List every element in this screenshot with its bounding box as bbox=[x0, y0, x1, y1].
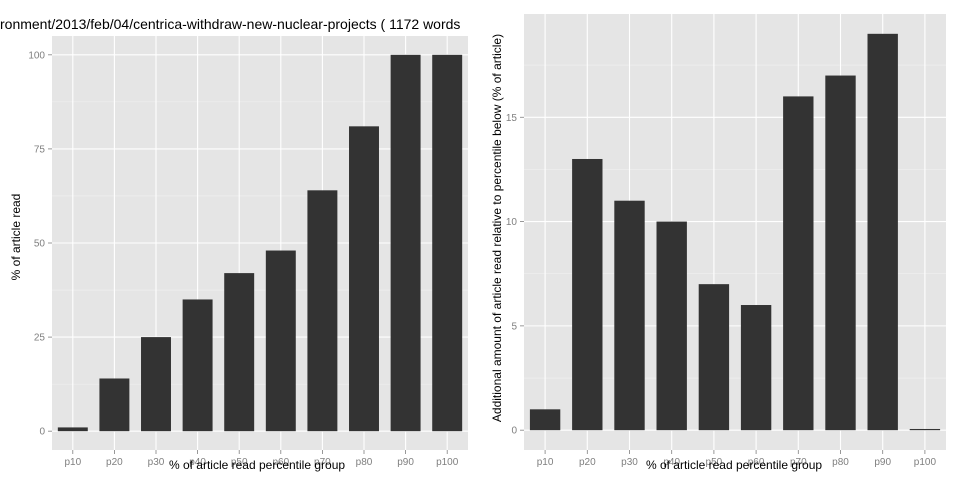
left-bar-p50 bbox=[224, 273, 255, 432]
right-x-tick-label: p60 bbox=[748, 457, 765, 468]
left-bar-p80 bbox=[349, 126, 379, 432]
right-bar-p80 bbox=[825, 75, 856, 431]
right-bar-p10 bbox=[529, 409, 561, 431]
left-chart-panel: 0 25 50 75 100 p10 p20 p30 p40 p50 p60 p70 p80 p90 p10… bbox=[28, 36, 468, 468]
left-x-tick-label: p100 bbox=[436, 457, 459, 468]
right-x-axis-title: % of article read percentile group bbox=[646, 458, 822, 472]
left-x-tick-label: p20 bbox=[106, 457, 123, 468]
left-y-tick-label: 0 bbox=[39, 427, 45, 438]
left-x-tick-label: p30 bbox=[148, 457, 165, 468]
right-bar-p100 bbox=[909, 428, 941, 431]
right-bar-p70 bbox=[783, 96, 814, 431]
right-chart-panel: 0 5 10 15 p10 p20 p30 p40 p50 p60 p70 p80 p90 p100 bbox=[506, 14, 946, 468]
right-y-tick-label: 0 bbox=[511, 426, 517, 437]
left-bar-p40 bbox=[182, 299, 213, 432]
left-y-tick-label: 75 bbox=[34, 144, 46, 155]
left-bar-p30 bbox=[141, 337, 171, 432]
left-x-tick-label: p40 bbox=[189, 457, 206, 468]
right-x-tick-label: p90 bbox=[874, 457, 891, 468]
right-x-tick-label: p100 bbox=[914, 457, 937, 468]
left-x-tick-label: p80 bbox=[356, 457, 373, 468]
left-x-tick-label: p50 bbox=[231, 457, 248, 468]
left-bar-p60 bbox=[265, 250, 296, 432]
left-bar-p70 bbox=[307, 190, 338, 432]
left-x-tick-label: p70 bbox=[314, 457, 331, 468]
left-x-tick-label: p10 bbox=[64, 457, 81, 468]
left-x-axis-title: % of article read percentile group bbox=[169, 458, 345, 472]
right-x-tick-label: p20 bbox=[579, 457, 596, 468]
left-y-tick-label: 25 bbox=[34, 333, 46, 344]
left-bar-p100 bbox=[432, 54, 463, 432]
right-bar-p30 bbox=[614, 200, 645, 431]
left-bar-p10 bbox=[57, 427, 88, 432]
right-bar-p50 bbox=[698, 284, 730, 431]
right-x-tick-label: p80 bbox=[832, 457, 849, 468]
left-x-tick-label: p60 bbox=[272, 457, 289, 468]
right-bar-p20 bbox=[572, 158, 603, 431]
left-y-axis-title: % of article read bbox=[9, 194, 23, 281]
left-y-tick-label: 100 bbox=[28, 50, 45, 61]
right-bar-p90 bbox=[867, 33, 898, 431]
right-y-tick-label: 10 bbox=[506, 217, 518, 228]
right-x-tick-label: p70 bbox=[790, 457, 807, 468]
left-y-tick-label: 50 bbox=[34, 239, 46, 250]
right-y-axis-title: Additional amount of article read relati… bbox=[490, 34, 504, 422]
right-x-tick-label: p30 bbox=[621, 457, 638, 468]
right-y-tick-label: 15 bbox=[506, 113, 518, 124]
left-bar-p90 bbox=[390, 54, 421, 432]
right-bar-p60 bbox=[740, 305, 772, 431]
left-chart-title: ronment/2013/feb/04/centrica-withdraw-ne… bbox=[0, 16, 460, 32]
right-y-tick-label: 5 bbox=[511, 321, 517, 332]
right-x-tick-label: p50 bbox=[706, 457, 723, 468]
right-x-tick-label: p10 bbox=[537, 457, 554, 468]
left-bar-p20 bbox=[99, 378, 130, 432]
right-x-tick-label: p40 bbox=[663, 457, 680, 468]
right-bar-p40 bbox=[656, 221, 687, 431]
left-x-tick-label: p90 bbox=[397, 457, 414, 468]
